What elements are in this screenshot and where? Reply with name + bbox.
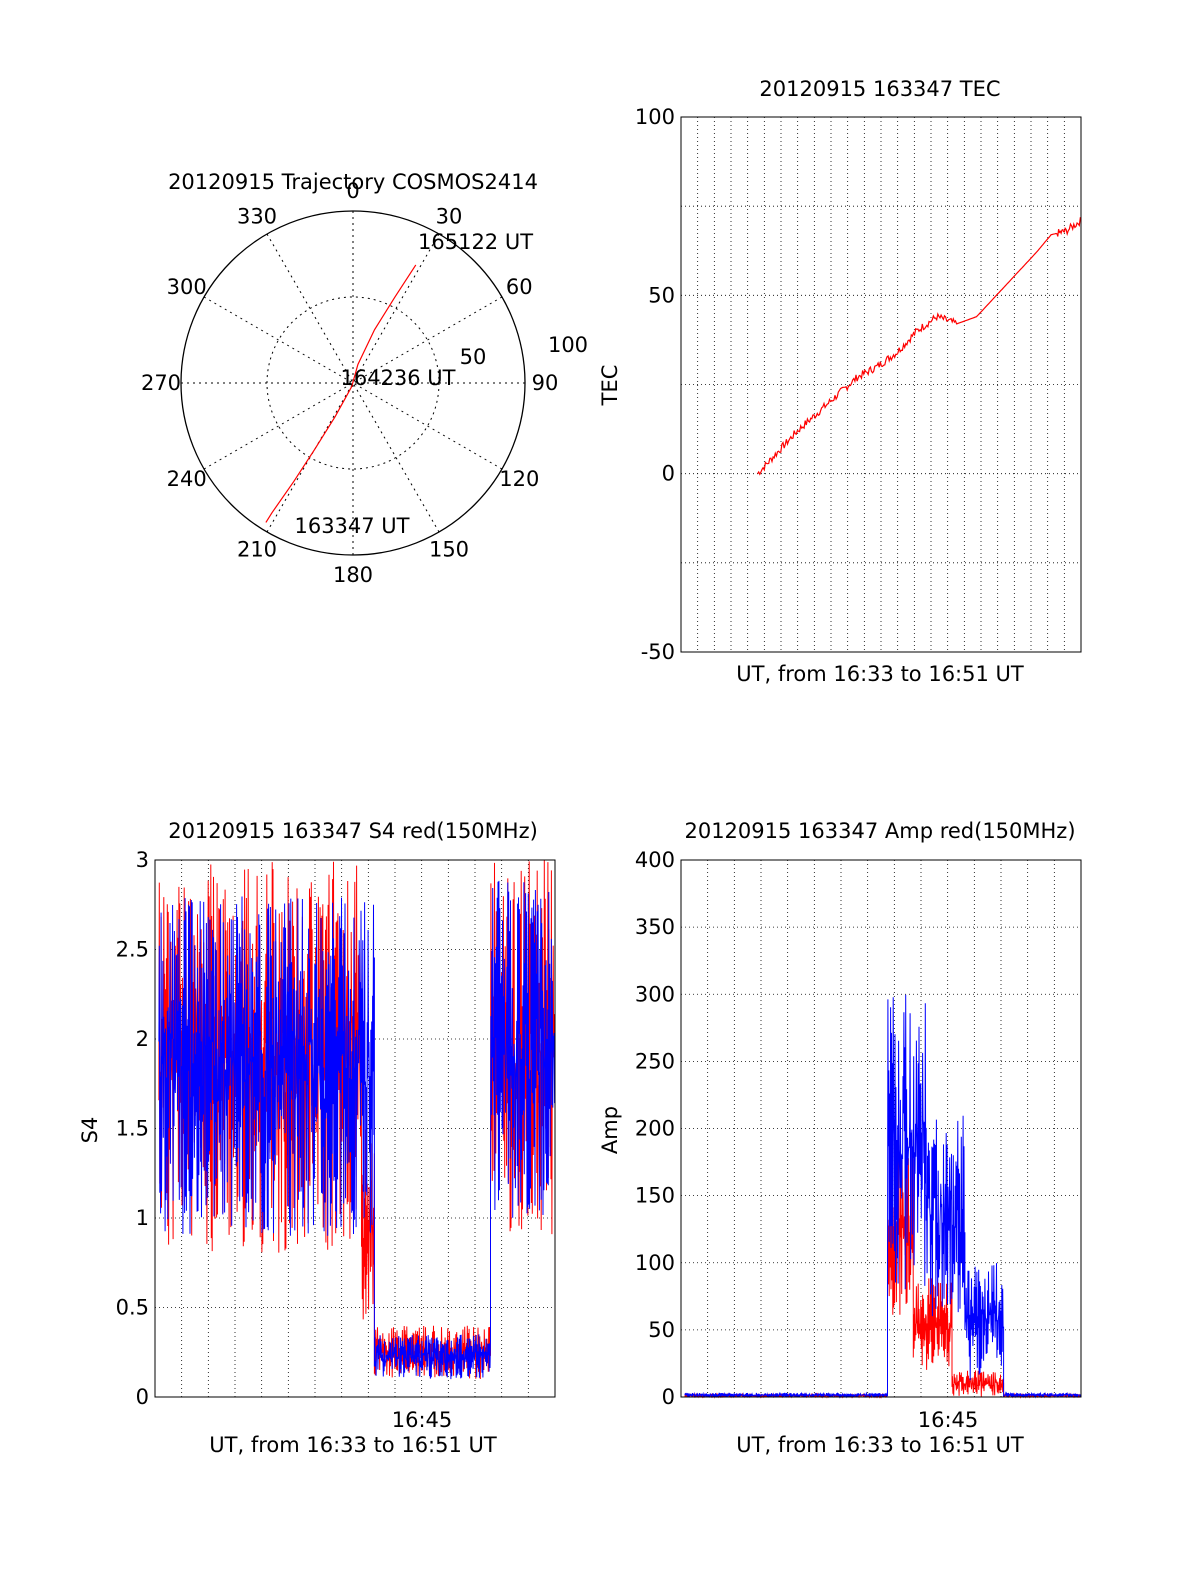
polar-angle-label-0: 0 xyxy=(346,179,359,203)
tec-grid xyxy=(681,117,1081,652)
s4-series-1 xyxy=(158,880,556,1380)
tec-series-line xyxy=(757,217,1081,476)
amp-ytick-400: 400 xyxy=(635,848,675,872)
amp-ytick-50: 50 xyxy=(648,1318,675,1342)
s4-ytick-1.5: 1.5 xyxy=(116,1117,149,1141)
amp-ytick-0: 0 xyxy=(662,1385,675,1409)
amp-x-axis-label: UT, from 16:33 to 16:51 UT xyxy=(736,1433,1024,1457)
polar-angle-label-60: 60 xyxy=(506,275,533,299)
tec-ytick--50: -50 xyxy=(641,640,675,664)
s4-x-tick-1645: 16:45 xyxy=(392,1408,453,1432)
s4-ytick-2.5: 2.5 xyxy=(116,938,149,962)
polar-angle-label-330: 330 xyxy=(237,205,277,229)
polar-angle-label-150: 150 xyxy=(429,537,469,561)
s4-chart: 20120915 163347 S4 red(150MHz) 0 0.5 1 1.5 2… xyxy=(78,819,556,1457)
polar-angle-label-270: 270 xyxy=(141,371,181,395)
polar-angle-label-210: 210 xyxy=(237,537,277,561)
s4-ytick-3: 3 xyxy=(136,848,149,872)
trajectory-label-1: 164236 UT xyxy=(340,366,455,390)
tec-chart-title: 20120915 163347 TEC xyxy=(759,77,1000,101)
s4-series-0 xyxy=(158,860,556,1380)
trajectory-label-0: 165122 UT xyxy=(418,230,533,254)
tec-ytick-50: 50 xyxy=(648,283,675,307)
s4-ytick-1: 1 xyxy=(136,1206,149,1230)
amp-ytick-300: 300 xyxy=(635,982,675,1006)
s4-chart-title: 20120915 163347 S4 red(150MHz) xyxy=(168,819,538,843)
s4-ytick-2: 2 xyxy=(136,1027,149,1051)
amp-y-tick-labels: 0 50 100 150 200 250 300 350 400 xyxy=(635,848,675,1409)
amp-ytick-250: 250 xyxy=(635,1049,675,1073)
polar-radial-labels: 50 100 xyxy=(460,333,588,369)
tec-plot-frame xyxy=(680,116,1082,653)
polar-trajectory-chart: 20120915 Trajectory COSMOS2414 0 30 60 90 12… xyxy=(141,170,588,587)
s4-ytick-0.5: 0.5 xyxy=(116,1296,149,1320)
polar-chart-title: 20120915 Trajectory COSMOS2414 xyxy=(168,170,538,194)
amp-x-tick-1645: 16:45 xyxy=(918,1408,979,1432)
amp-series xyxy=(684,994,1082,1399)
tec-ytick-0: 0 xyxy=(662,462,675,486)
amp-ytick-350: 350 xyxy=(635,915,675,939)
polar-angle-label-90: 90 xyxy=(532,371,559,395)
polar-radial-label-100: 100 xyxy=(548,333,588,357)
amp-grid xyxy=(681,860,1081,1397)
s4-y-axis-label: S4 xyxy=(78,1117,102,1144)
amp-series-0 xyxy=(684,1130,1082,1399)
amp-ytick-100: 100 xyxy=(635,1251,675,1275)
tec-ytick-100: 100 xyxy=(635,105,675,129)
polar-angle-label-180: 180 xyxy=(333,563,373,587)
tec-chart: 20120915 163347 TEC -50 0 50 100 TEC UT, fr… xyxy=(598,77,1082,686)
polar-angle-label-30: 30 xyxy=(436,205,463,229)
polar-angle-label-240: 240 xyxy=(167,467,207,491)
tec-x-axis-label: UT, from 16:33 to 16:51 UT xyxy=(736,662,1024,686)
amp-ytick-150: 150 xyxy=(635,1184,675,1208)
polar-angle-labels: 0 30 60 90 120 150 180 210 240 270 300 330 xyxy=(141,179,558,587)
s4-x-axis-label: UT, from 16:33 to 16:51 UT xyxy=(209,1433,497,1457)
amp-ytick-200: 200 xyxy=(635,1117,675,1141)
amp-chart: 20120915 163347 Amp red(150MHz) 0 50 100 15… xyxy=(598,819,1082,1457)
amp-chart-title: 20120915 163347 Amp red(150MHz) xyxy=(684,819,1075,843)
s4-y-tick-labels: 0 0.5 1 1.5 2 2.5 3 xyxy=(116,848,149,1409)
trajectory-point-labels: 165122 UT 164236 UT 163347 UT xyxy=(294,230,533,538)
trajectory-label-2: 163347 UT xyxy=(294,514,409,538)
s4-ytick-0: 0 xyxy=(136,1385,149,1409)
polar-radial-label-50: 50 xyxy=(460,345,487,369)
trajectory-line xyxy=(265,264,417,523)
polar-grid xyxy=(180,210,526,556)
tec-y-axis-label: TEC xyxy=(598,365,622,407)
s4-plot-frame xyxy=(154,859,556,1398)
polar-angle-label-120: 120 xyxy=(499,467,539,491)
s4-series xyxy=(158,860,556,1380)
amp-plot-frame xyxy=(680,859,1082,1398)
tec-y-tick-labels: -50 0 50 100 xyxy=(635,105,675,664)
amp-y-axis-label: Amp xyxy=(598,1106,622,1154)
amp-series-1 xyxy=(684,994,1082,1399)
polar-angle-label-300: 300 xyxy=(167,275,207,299)
